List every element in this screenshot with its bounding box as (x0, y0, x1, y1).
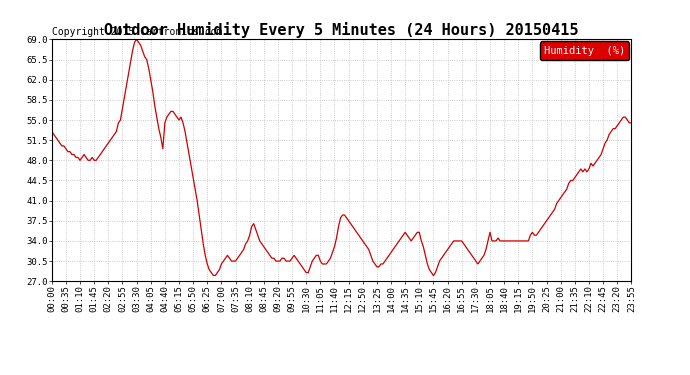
Text: Copyright 2015 Cartronics.com: Copyright 2015 Cartronics.com (52, 27, 222, 37)
Title: Outdoor Humidity Every 5 Minutes (24 Hours) 20150415: Outdoor Humidity Every 5 Minutes (24 Hou… (104, 22, 579, 38)
Legend: Humidity  (%): Humidity (%) (540, 42, 629, 60)
